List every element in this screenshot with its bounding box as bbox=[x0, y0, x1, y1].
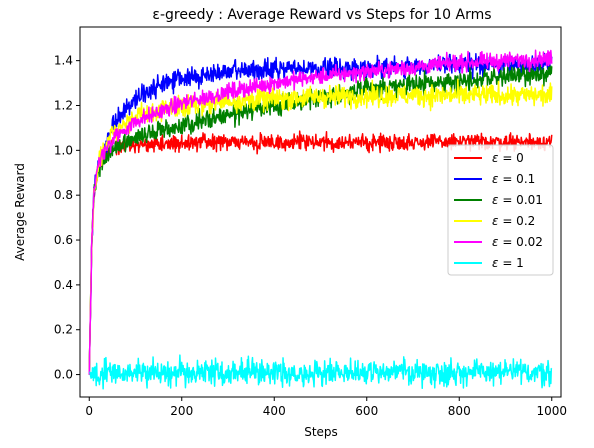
y-tick-label: 0.2 bbox=[54, 323, 73, 337]
x-tick-label: 200 bbox=[170, 404, 193, 418]
series-line bbox=[88, 49, 553, 375]
plot-frame bbox=[79, 26, 562, 398]
legend-label: ε = 0.1 bbox=[492, 172, 535, 186]
x-axis-label: Steps bbox=[304, 425, 338, 439]
y-axis-ticks: 0.0 0.2 0.4 0.6 0.8 1.0 1.2 1.4 bbox=[54, 54, 80, 382]
legend-label: ε = 0.01 bbox=[492, 193, 543, 207]
x-tick-label: 800 bbox=[448, 404, 471, 418]
y-tick-label: 0.4 bbox=[54, 278, 73, 292]
y-tick-label: 0.6 bbox=[54, 233, 73, 247]
y-tick-label: 1.2 bbox=[54, 98, 73, 112]
legend-label: ε = 0.2 bbox=[492, 214, 535, 228]
plot-lines bbox=[88, 49, 553, 390]
y-axis-label: Average Reward bbox=[13, 163, 27, 261]
x-tick-label: 600 bbox=[355, 404, 378, 418]
x-tick-label: 1000 bbox=[536, 404, 567, 418]
chart-title: ε-greedy : Average Reward vs Steps for 1… bbox=[152, 7, 491, 23]
y-tick-label: 0.0 bbox=[54, 368, 73, 382]
x-tick-label: 400 bbox=[263, 404, 286, 418]
y-tick-label: 1.0 bbox=[54, 143, 73, 157]
legend-label: ε = 1 bbox=[492, 256, 524, 270]
y-tick-label: 0.8 bbox=[54, 188, 73, 202]
x-tick-label: 0 bbox=[85, 404, 93, 418]
legend: ε = 0 ε = 0.1 ε = 0.01 ε = 0.2 ε = 0.02 ε = 1 bbox=[447, 144, 554, 276]
y-tick-label: 1.4 bbox=[54, 54, 73, 68]
x-axis-ticks: 0 200 400 600 800 1000 bbox=[85, 397, 567, 418]
series-line bbox=[88, 130, 553, 375]
legend-label: ε = 0.02 bbox=[492, 235, 543, 249]
series-line bbox=[88, 354, 553, 390]
legend-label: ε = 0 bbox=[492, 151, 524, 165]
